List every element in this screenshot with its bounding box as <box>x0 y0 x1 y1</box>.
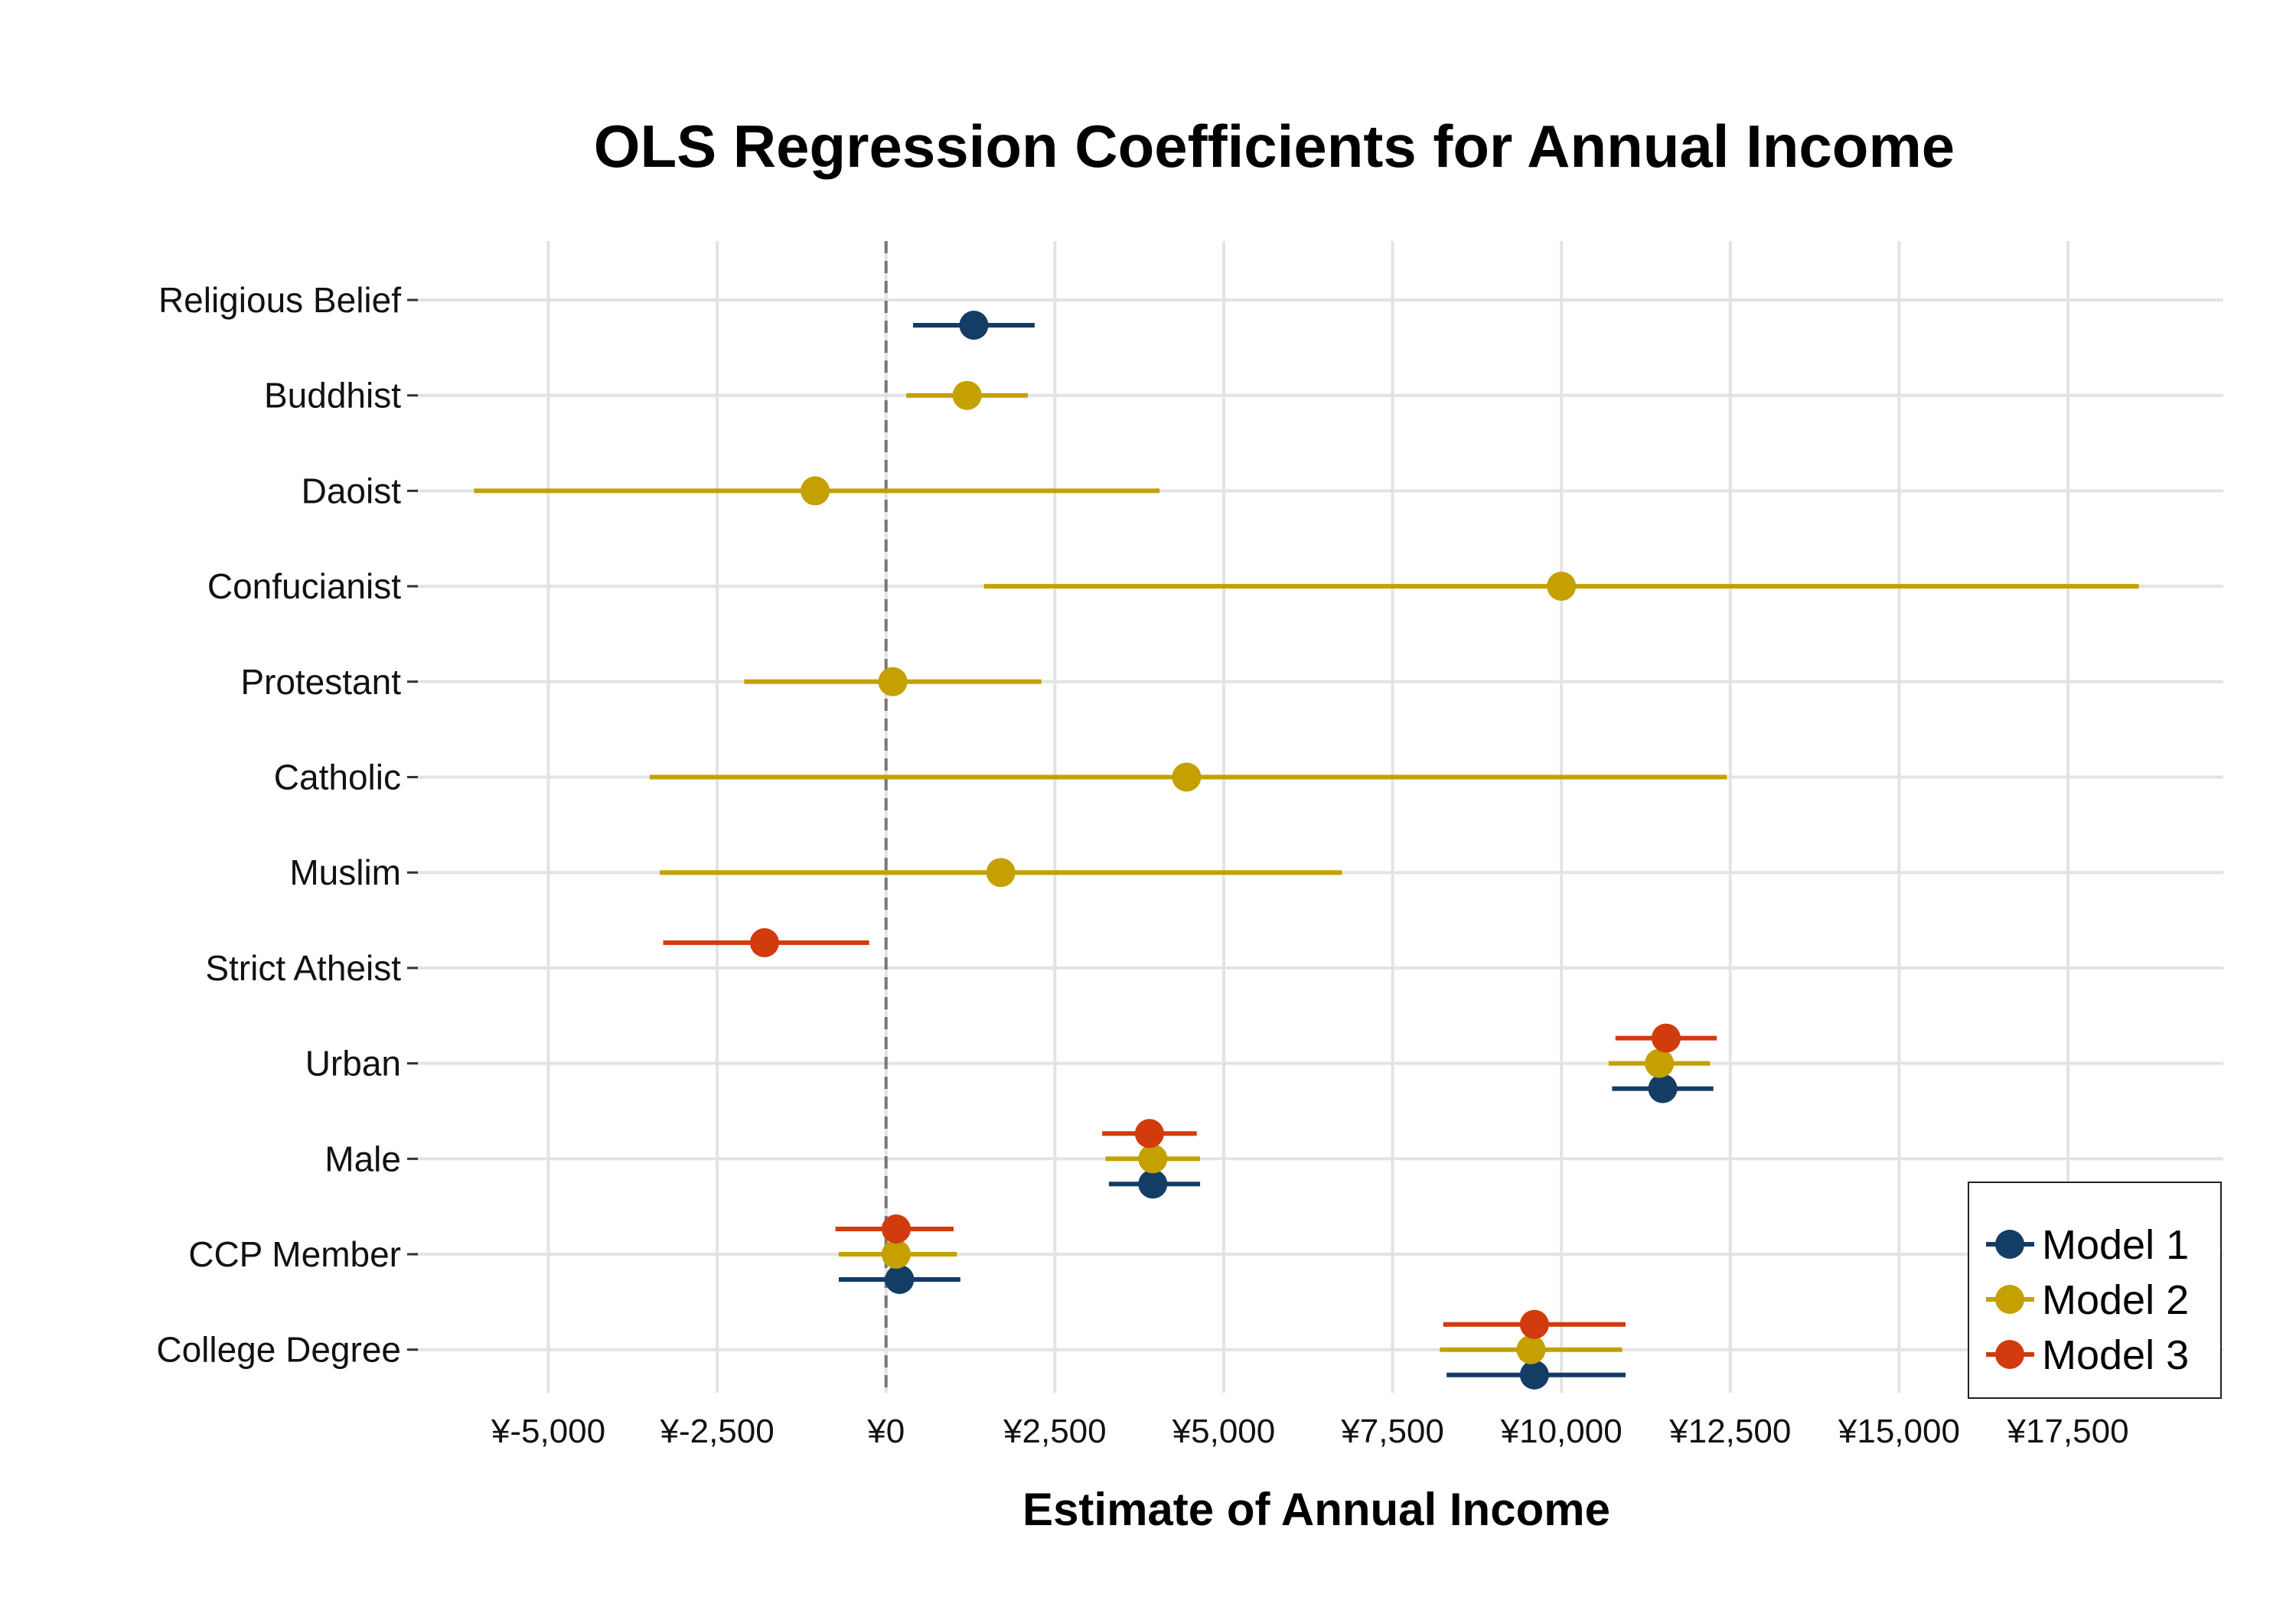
y-tick-label: Male <box>325 1139 401 1178</box>
estimate-point <box>1138 1144 1168 1174</box>
legend-label: Model 3 <box>2042 1332 2189 1378</box>
plot-marks <box>474 311 2139 1390</box>
legend-item: Model 2 <box>1986 1277 2189 1323</box>
y-tick-label: Protestant <box>240 662 401 702</box>
y-tick-label: Confucianist <box>207 566 401 606</box>
estimate-point <box>1547 572 1577 601</box>
estimate-point <box>749 927 779 957</box>
x-tick-label: ¥12,500 <box>1668 1413 1791 1450</box>
y-tick-label: Catholic <box>274 758 401 797</box>
x-tick-label: ¥0 <box>866 1413 905 1450</box>
estimate-point <box>1519 1309 1549 1339</box>
y-tick-label: Daoist <box>302 471 402 510</box>
legend-label: Model 2 <box>2042 1277 2189 1323</box>
legend-item: Model 1 <box>1986 1222 2189 1268</box>
series-model-3 <box>663 927 1717 1339</box>
y-tick-label: Religious Belief <box>158 280 401 320</box>
x-tick-label: ¥15,000 <box>1838 1413 1960 1450</box>
x-tick-label: ¥5,000 <box>1172 1413 1276 1450</box>
estimate-point <box>1519 1360 1549 1390</box>
x-axis: ¥-5,000 ¥-2,500 ¥0 ¥2,500 ¥5,000 ¥7,500 ¥10,00… <box>491 1413 2129 1450</box>
y-tick-label: Buddhist <box>264 376 401 416</box>
x-tick-label: ¥17,500 <box>2007 1413 2129 1450</box>
x-tick-label: ¥2,500 <box>1003 1413 1107 1450</box>
x-tick-label: ¥10,000 <box>1500 1413 1623 1450</box>
estimate-point <box>885 1265 915 1294</box>
estimate-point <box>1645 1048 1675 1078</box>
legend-marker <box>1995 1285 2024 1314</box>
x-tick-label: ¥-5,000 <box>491 1413 605 1450</box>
estimate-point <box>881 1240 911 1269</box>
y-tick-label: Muslim <box>289 852 401 892</box>
estimate-point <box>1138 1169 1168 1199</box>
series-model-1 <box>838 311 1714 1390</box>
x-axis-title: Estimate of Annual Income <box>1022 1484 1610 1535</box>
legend-marker <box>1995 1340 2024 1369</box>
chart-title: OLS Regression Coefficients for Annual I… <box>594 112 1955 180</box>
y-tick-label: CCP Member <box>188 1234 401 1274</box>
estimate-point <box>1134 1119 1164 1149</box>
estimate-point <box>801 476 830 506</box>
estimate-point <box>986 858 1016 888</box>
grid-lines <box>413 241 2223 1393</box>
estimate-point <box>878 667 908 696</box>
estimate-point <box>881 1214 911 1244</box>
x-tick-label: ¥-2,500 <box>659 1413 774 1450</box>
estimate-point <box>1651 1023 1681 1053</box>
legend-label: Model 1 <box>2042 1222 2189 1268</box>
estimate-point <box>1516 1335 1546 1364</box>
y-tick-label: Strict Atheist <box>205 948 401 988</box>
legend: Model 1 Model 2 Model 3 <box>1968 1182 2222 1399</box>
estimate-point <box>1648 1074 1678 1103</box>
y-tick-label: Urban <box>305 1044 401 1084</box>
legend-marker <box>1995 1230 2024 1259</box>
x-tick-label: ¥7,500 <box>1340 1413 1444 1450</box>
y-axis: Religious Belief Buddhist Daoist Confuciani… <box>156 280 418 1370</box>
estimate-point <box>1172 762 1202 792</box>
y-tick-label: College Degree <box>156 1330 401 1370</box>
series-model-2 <box>474 380 2139 1364</box>
estimate-point <box>959 311 989 340</box>
legend-item: Model 3 <box>1986 1332 2189 1378</box>
estimate-point <box>952 380 982 410</box>
